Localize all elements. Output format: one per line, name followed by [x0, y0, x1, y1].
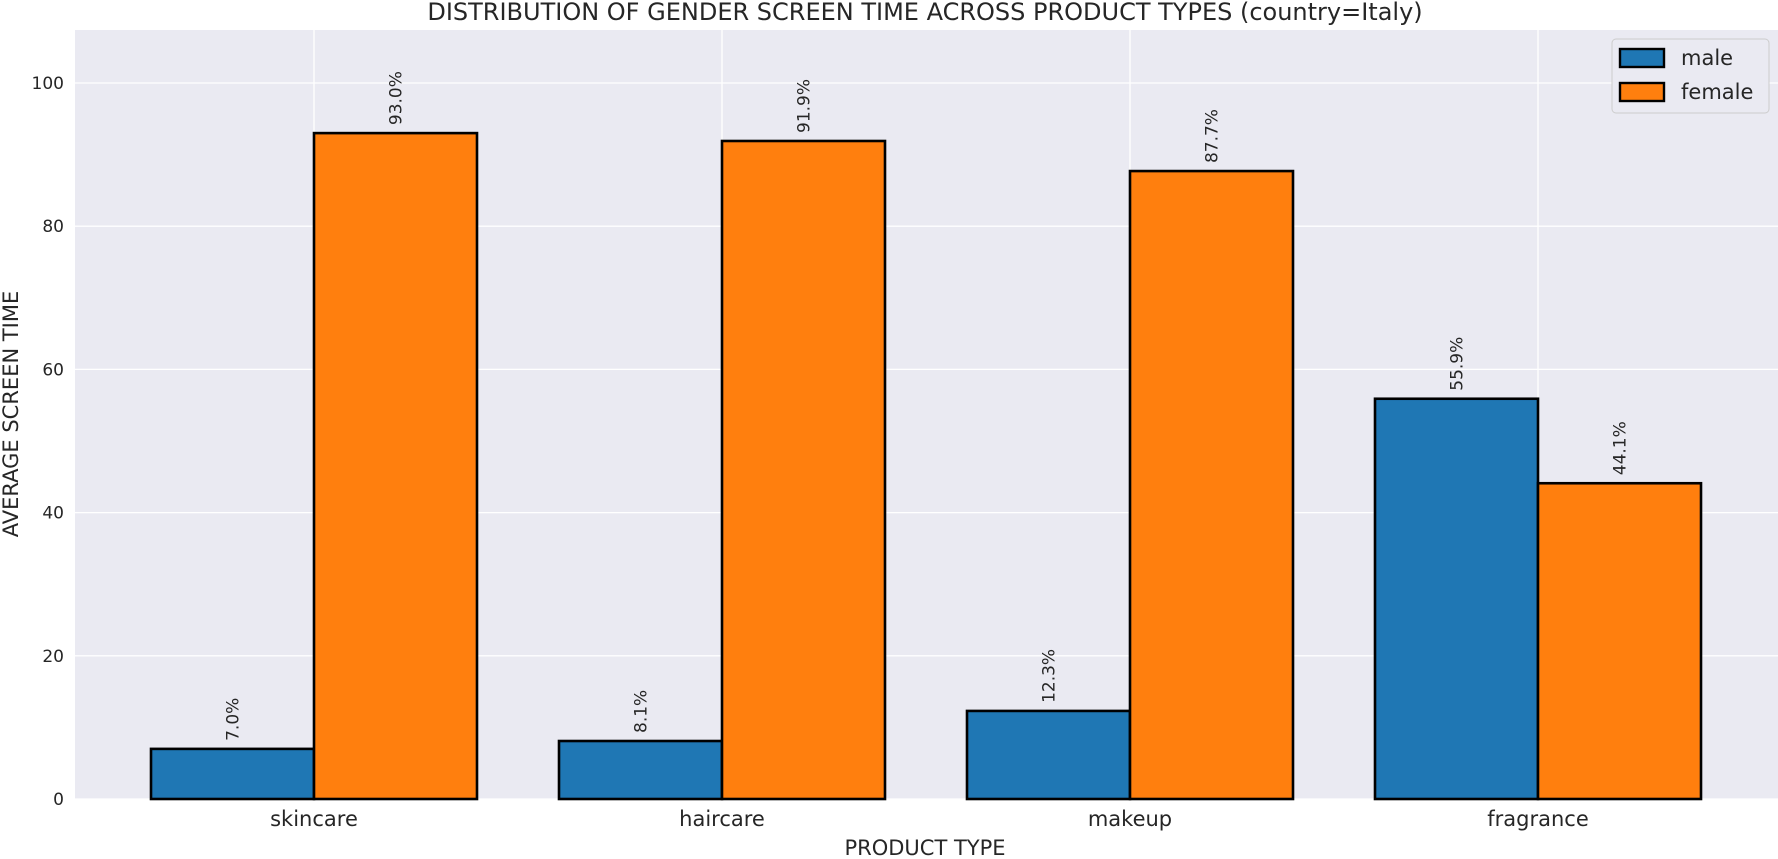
y-tick-label: 100	[32, 74, 64, 94]
bar-female-makeup	[1128, 169, 1295, 801]
x-tick-label: fragrance	[1487, 807, 1589, 831]
bar-value-label: 93.0%	[386, 71, 406, 125]
legend-swatch-male	[1618, 47, 1666, 69]
bar-value-label: 87.7%	[1202, 109, 1222, 163]
bar-male-fragrance	[1373, 397, 1540, 801]
bar-value-label: 91.9%	[794, 79, 814, 133]
bar-value-label: 8.1%	[631, 690, 651, 733]
x-axis-ticks: skincare haircare makeup fragrance	[270, 807, 1589, 831]
bar-male-skincare	[149, 747, 316, 801]
y-axis-title: AVERAGE SCREEN TIME	[0, 291, 23, 538]
bar-value-label: 44.1%	[1610, 421, 1630, 475]
bar-value-label: 7.0%	[223, 698, 243, 741]
x-axis-title: PRODUCT TYPE	[844, 836, 1005, 859]
bar-male-makeup	[965, 709, 1132, 801]
legend-swatch-female	[1618, 81, 1666, 103]
y-tick-label: 20	[42, 647, 64, 667]
x-tick-label: makeup	[1088, 807, 1172, 831]
legend-label-male: male	[1681, 46, 1733, 70]
bar-male-haircare	[557, 739, 724, 801]
bar-value-label: 12.3%	[1039, 649, 1059, 703]
x-tick-label: skincare	[270, 807, 358, 831]
legend: male female	[1611, 38, 1770, 114]
bar-female-haircare	[720, 139, 887, 801]
bar-labels: 7.0% 8.1% 12.3% 55.9% 93.0% 91.9% 87.7% 44.1%	[223, 71, 1630, 741]
bar-value-label: 55.9%	[1447, 337, 1467, 391]
y-tick-label: 80	[42, 217, 64, 237]
bar-female-skincare	[312, 131, 479, 801]
legend-label-female: female	[1681, 80, 1753, 104]
bar-female-fragrance	[1536, 481, 1703, 801]
y-tick-label: 40	[42, 504, 64, 524]
x-tick-label: haircare	[679, 807, 765, 831]
y-tick-label: 0	[53, 790, 64, 810]
y-axis-ticks: 0 20 40 60 80 100	[32, 74, 64, 810]
y-tick-label: 60	[42, 360, 64, 380]
chart-title: DISTRIBUTION OF GENDER SCREEN TIME ACROS…	[427, 0, 1422, 26]
bars	[149, 131, 1703, 801]
